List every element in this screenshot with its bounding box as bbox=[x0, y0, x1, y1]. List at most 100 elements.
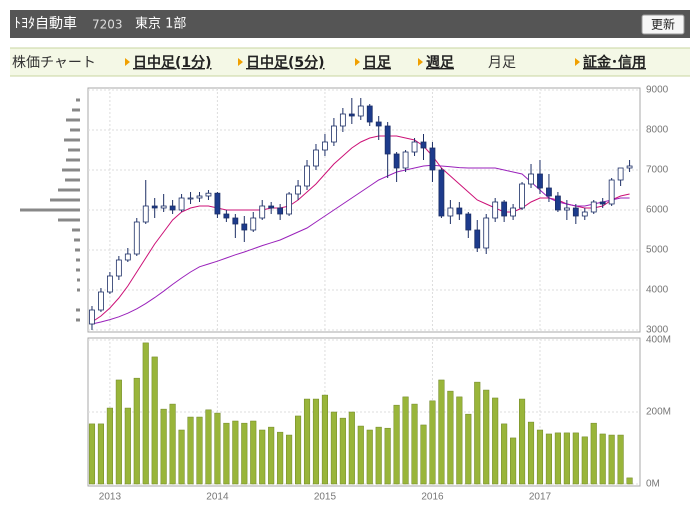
candle-body bbox=[375, 121, 382, 127]
candle-body bbox=[286, 193, 293, 215]
volume-bar bbox=[312, 398, 320, 485]
candle-body bbox=[393, 153, 400, 169]
candle-body bbox=[608, 179, 615, 205]
volume-bar bbox=[420, 424, 427, 485]
volume-bar bbox=[384, 427, 391, 485]
volume-profile-bar bbox=[66, 158, 80, 162]
volume-bar bbox=[375, 426, 382, 485]
volume-bar bbox=[205, 409, 212, 485]
candle-body bbox=[107, 275, 113, 293]
stock-code: 7203 bbox=[92, 18, 123, 32]
volume-bar bbox=[142, 342, 149, 485]
volume-profile-bar bbox=[66, 118, 80, 122]
candle-body bbox=[555, 195, 561, 211]
volume-bar bbox=[510, 437, 517, 485]
volume-bar bbox=[581, 436, 588, 485]
volume-bar bbox=[232, 420, 239, 485]
candle-body bbox=[295, 185, 301, 195]
candle-body bbox=[420, 141, 427, 149]
volume-bar bbox=[124, 407, 131, 485]
candle-body bbox=[196, 195, 203, 199]
volume-bar bbox=[330, 411, 337, 485]
volume-bar bbox=[492, 397, 499, 485]
candle-body bbox=[124, 253, 131, 261]
marks bbox=[20, 98, 633, 485]
volume-bar bbox=[554, 432, 561, 485]
volume-bar bbox=[115, 379, 122, 485]
tab-label: 株価チャート bbox=[12, 55, 96, 71]
volume-profile-bar bbox=[50, 198, 80, 202]
candle-body bbox=[115, 259, 122, 277]
candle-body bbox=[348, 113, 355, 117]
volume-bar bbox=[527, 421, 535, 485]
volume-bar bbox=[599, 433, 606, 485]
candle-body bbox=[313, 149, 319, 167]
volume-bar bbox=[474, 381, 481, 485]
y-tick-label: 9000 bbox=[646, 85, 669, 96]
candle-body bbox=[187, 197, 194, 200]
volume-profile-bar bbox=[72, 108, 80, 112]
volume-profile-bar bbox=[74, 238, 80, 242]
volume-bar bbox=[286, 434, 293, 485]
tab[interactable]: 週足 bbox=[426, 55, 455, 71]
volume-bar bbox=[519, 398, 526, 485]
candle-body bbox=[581, 211, 588, 217]
volume-bar bbox=[617, 434, 624, 485]
volume-profile-bar bbox=[76, 98, 80, 102]
candle-body bbox=[483, 217, 490, 249]
candle-body bbox=[465, 213, 472, 231]
candle-body bbox=[89, 309, 95, 325]
candle-body bbox=[205, 192, 212, 197]
x-tick-label: 2015 bbox=[314, 492, 337, 503]
tab[interactable]: 日中足(5分) bbox=[246, 54, 325, 71]
volume-bar bbox=[608, 434, 615, 485]
volume-bar bbox=[545, 433, 552, 485]
candle-body bbox=[241, 223, 248, 231]
volume-profile-bar bbox=[76, 258, 80, 262]
candle-body bbox=[277, 207, 284, 215]
y-tick-label: 8000 bbox=[646, 125, 669, 136]
candle-body bbox=[178, 197, 185, 211]
candle-body bbox=[510, 207, 517, 217]
volume-bar bbox=[196, 416, 203, 485]
refresh-button[interactable] bbox=[641, 14, 685, 35]
y-tick-label: 7000 bbox=[646, 165, 669, 176]
volume-bar bbox=[536, 429, 544, 485]
candle-body bbox=[133, 221, 140, 255]
candle-body bbox=[366, 105, 373, 123]
tab-arrow bbox=[575, 58, 580, 66]
candle-body bbox=[268, 205, 275, 209]
volume-bar bbox=[97, 423, 104, 485]
refresh-button-label[interactable]: 更新 bbox=[651, 17, 675, 32]
candle-body bbox=[402, 151, 409, 169]
volume-bar bbox=[160, 408, 167, 485]
candle-body bbox=[590, 201, 597, 213]
candle-body bbox=[223, 213, 230, 219]
tab[interactable]: 証金･信用 bbox=[583, 54, 646, 71]
candle-body bbox=[528, 173, 534, 185]
volume-bar bbox=[223, 422, 230, 485]
volume-bar bbox=[250, 420, 257, 485]
tab[interactable]: 日中足(1分) bbox=[133, 54, 212, 71]
candle-body bbox=[537, 173, 543, 189]
volume-bar bbox=[465, 413, 472, 485]
candle-body bbox=[546, 187, 552, 197]
volume-bar bbox=[447, 390, 454, 485]
volume-profile-bar bbox=[58, 188, 80, 192]
tab-arrow bbox=[238, 58, 243, 66]
candle-body bbox=[357, 105, 364, 117]
volume-bar bbox=[241, 422, 248, 485]
y-tick-label: 4000 bbox=[646, 285, 669, 296]
candle-body bbox=[384, 125, 391, 155]
volume-bar bbox=[178, 429, 185, 485]
volume-bar bbox=[339, 417, 346, 485]
volume-bar bbox=[133, 377, 140, 485]
volume-bar bbox=[572, 432, 579, 485]
volume-profile-bar bbox=[70, 128, 80, 132]
volume-profile-bar bbox=[76, 308, 80, 312]
candle-body bbox=[169, 205, 176, 211]
tab[interactable]: 日足 bbox=[363, 55, 392, 71]
volume-bar bbox=[88, 423, 96, 485]
y-tick-label: 5000 bbox=[646, 245, 669, 256]
volume-bar bbox=[402, 396, 409, 485]
